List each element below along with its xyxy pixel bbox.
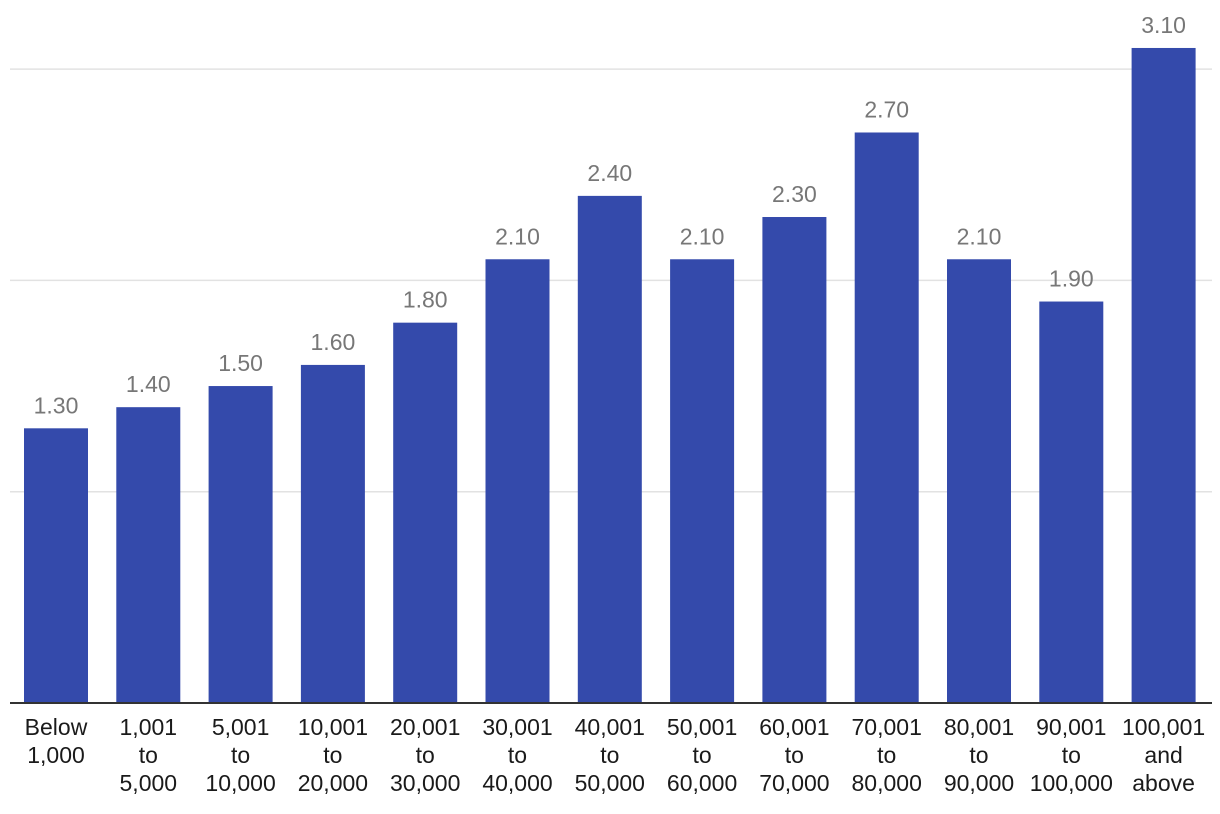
bar [762, 217, 827, 703]
x-tick-label-line: 1,000 [27, 742, 85, 768]
x-tick-label: 5,001 to 10,000 [205, 714, 275, 796]
x-tick-label-line: 10,001 [298, 714, 368, 740]
x-tick-label-line: 5,001 [212, 714, 270, 740]
x-tick-label-line: 1,001 [120, 714, 178, 740]
bar-value-label: 1.40 [126, 371, 171, 397]
x-tick-label-line: 60,001 [759, 714, 829, 740]
bar-value-label: 1.90 [1049, 266, 1094, 292]
x-tick-label-line: 50,001 [667, 714, 737, 740]
x-tick-label: 10,001 to 20,000 [298, 714, 368, 796]
x-tick-label-line: and [1144, 742, 1182, 768]
x-tick-label-line: to [139, 742, 158, 768]
x-tick-label-line: 100,001 [1122, 714, 1205, 740]
x-tick-label: 90,001 to 100,000 [1030, 714, 1113, 796]
x-tick-label-line: to [693, 742, 712, 768]
bar-value-label: 3.10 [1141, 12, 1186, 38]
bar-value-label: 2.40 [587, 160, 632, 186]
x-tick-label-line: to [600, 742, 619, 768]
bar [947, 259, 1011, 703]
x-tick-label: 70,001 to 80,000 [852, 714, 922, 796]
x-tick-label: 50,001 to 60,000 [667, 714, 737, 796]
bar [485, 259, 550, 703]
x-tick-label-line: 80,000 [852, 770, 922, 796]
x-tick-label-line: to [969, 742, 988, 768]
x-tick-label: 20,001 to 30,000 [390, 714, 460, 796]
x-tick-label-line: 100,000 [1030, 770, 1113, 796]
bar [1039, 301, 1104, 703]
x-tick-label: 80,001 to 90,000 [944, 714, 1014, 796]
x-tick-label-line: 20,000 [298, 770, 368, 796]
bars [24, 47, 1196, 704]
x-tick-label-line: to [416, 742, 435, 768]
bar-value-label: 2.30 [772, 181, 817, 207]
x-tick-label-line: 5,000 [120, 770, 178, 796]
bar-value-label: 1.30 [34, 392, 79, 418]
x-tick-label-line: to [785, 742, 804, 768]
value-labels: 1.30 1.40 1.50 1.60 1.80 2.10 2.40 2.10 2.30 2.70… [34, 12, 1186, 418]
bar [300, 364, 365, 703]
bar-value-label: 2.70 [864, 96, 909, 122]
x-tick-label-line: 70,000 [759, 770, 829, 796]
bar [393, 322, 458, 703]
x-tick-label-line: 30,000 [390, 770, 460, 796]
x-tick-label-line: 70,001 [852, 714, 922, 740]
x-tick-label-line: 40,000 [482, 770, 552, 796]
bar-value-label: 1.80 [403, 287, 448, 313]
x-tick-label: 60,001 to 70,000 [759, 714, 829, 796]
x-tick-label-line: to [508, 742, 527, 768]
x-tick-label: 1,001 to 5,000 [120, 714, 178, 796]
x-tick-label-line: to [231, 742, 250, 768]
bar-value-label: 1.50 [218, 350, 263, 376]
bar [577, 195, 642, 703]
bar [24, 428, 88, 703]
x-tick-label-line: above [1132, 770, 1195, 796]
x-tick-label: 40,001 to 50,000 [575, 714, 645, 796]
bar [670, 259, 735, 703]
x-tick-label-line: 60,000 [667, 770, 737, 796]
x-tick-label-line: 10,000 [205, 770, 275, 796]
x-tick-label: 100,001 and above [1122, 714, 1205, 796]
x-tick-label-line: to [323, 742, 342, 768]
bar [116, 407, 181, 703]
x-tick-label-line: 80,001 [944, 714, 1014, 740]
bar-value-label: 1.60 [311, 329, 356, 355]
bar-value-label: 2.10 [957, 223, 1002, 249]
x-tick-label: 30,001 to 40,000 [482, 714, 552, 796]
x-tick-label-line: 50,000 [575, 770, 645, 796]
x-tick-label-line: to [877, 742, 896, 768]
x-tick-label-line: 90,000 [944, 770, 1014, 796]
bar-value-label: 2.10 [680, 223, 725, 249]
bar-value-label: 2.10 [495, 223, 540, 249]
x-tick-label-line: 30,001 [482, 714, 552, 740]
bar [854, 132, 919, 704]
bar [208, 386, 273, 703]
x-tick-label-line: 20,001 [390, 714, 460, 740]
x-tick-label-line: Below [25, 714, 88, 740]
x-tick-label-line: 40,001 [575, 714, 645, 740]
bar [1131, 47, 1196, 704]
x-tick-label: Below 1,000 [25, 714, 88, 768]
x-tick-label-line: to [1062, 742, 1081, 768]
x-tick-label-line: 90,001 [1036, 714, 1106, 740]
